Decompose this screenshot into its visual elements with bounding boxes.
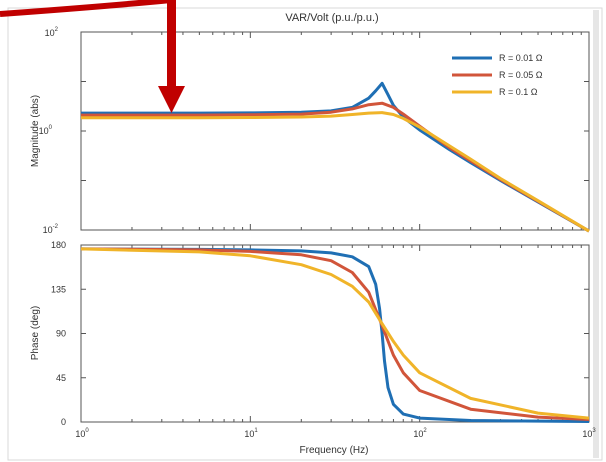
annotation-curve xyxy=(0,0,172,17)
legend: R = 0.01 Ω R = 0.05 Ω R = 0.1 Ω xyxy=(452,53,543,97)
xtick-100: 102 xyxy=(413,428,427,439)
xtick-10: 101 xyxy=(244,428,258,439)
arrow-head-icon xyxy=(158,86,185,113)
xlabel: Frequency (Hz) xyxy=(300,445,369,456)
magnitude-ytick-1: 100 xyxy=(39,125,53,136)
legend-label-r01: R = 0.1 Ω xyxy=(499,87,538,97)
figure-panel xyxy=(7,7,603,461)
phase-ytick-labels: 0 45 90 135 180 xyxy=(51,240,66,427)
magnitude-series-2 xyxy=(81,111,590,233)
xtick-1: 100 xyxy=(75,428,89,439)
legend-label-r005: R = 0.05 Ω xyxy=(499,70,543,80)
annotation-arrow xyxy=(0,0,185,113)
phase-ytick-180: 180 xyxy=(51,240,66,250)
phase-series-2 xyxy=(80,247,590,420)
magnitude-plot: 102 100 10-2 Magnitude (abs) R = 0.01 Ω … xyxy=(30,27,590,235)
phase-series-0 xyxy=(80,247,590,423)
magnitude-ytick-100: 102 xyxy=(45,27,59,38)
xtick-1000: 103 xyxy=(582,428,596,439)
magnitude-series-group xyxy=(81,81,590,233)
magnitude-minor-ticks xyxy=(80,31,589,231)
arrow-shaft xyxy=(167,0,176,88)
phase-ylabel: Phase (deg) xyxy=(30,306,41,360)
magnitude-ytick-0.01: 10-2 xyxy=(43,224,59,235)
legend-label-r001: R = 0.01 Ω xyxy=(499,53,543,63)
phase-ytick-90: 90 xyxy=(56,329,66,339)
magnitude-chart-title: VAR/Volt (p.u./p.u.) xyxy=(285,12,378,24)
phase-ytick-45: 45 xyxy=(56,373,66,383)
phase-ytick-0: 0 xyxy=(61,417,66,427)
phase-series-group xyxy=(80,247,590,423)
phase-ytick-135: 135 xyxy=(51,284,66,294)
phase-series-1 xyxy=(80,247,590,421)
magnitude-ylabel: Magnitude (abs) xyxy=(30,95,41,167)
